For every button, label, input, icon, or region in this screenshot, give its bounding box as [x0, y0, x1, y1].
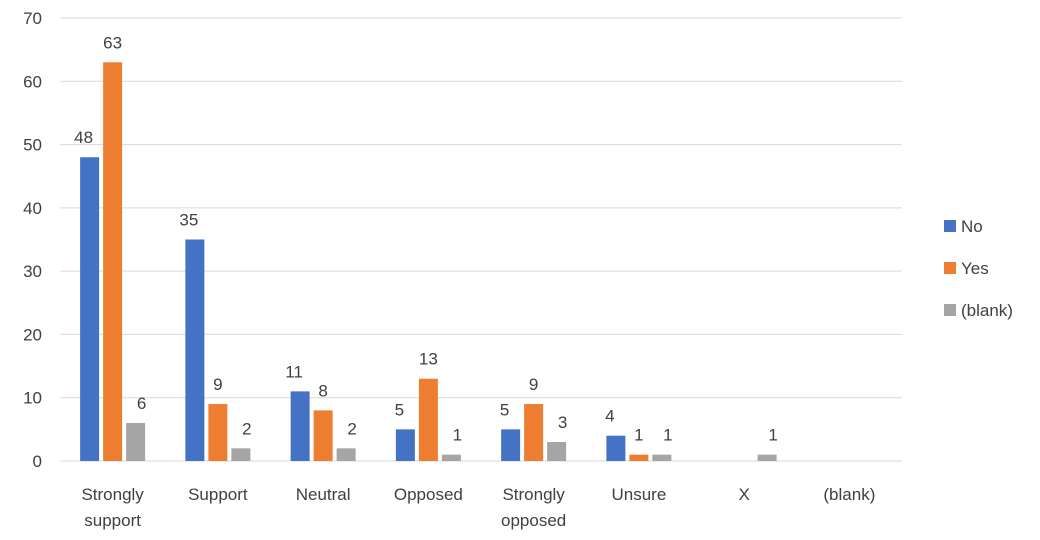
bar-no	[290, 391, 310, 461]
bars	[80, 62, 777, 462]
data-label: 1	[663, 426, 672, 445]
x-category-label: Unsure	[611, 485, 666, 504]
bar-blank	[126, 423, 146, 461]
bar-yes	[313, 410, 333, 461]
bar-yes	[418, 378, 438, 461]
data-label: 63	[103, 33, 122, 52]
x-category-label: support	[84, 511, 141, 530]
data-label: 3	[558, 413, 567, 432]
y-tick-label: 60	[23, 72, 42, 91]
data-label: 2	[347, 419, 356, 438]
bar-no	[395, 429, 415, 461]
data-label: 48	[74, 128, 93, 147]
x-category-label: Opposed	[394, 485, 463, 504]
data-label: 1	[634, 426, 643, 445]
data-label: 1	[453, 426, 462, 445]
data-label: 9	[213, 375, 222, 394]
x-category-label: Support	[188, 485, 248, 504]
y-tick-label: 40	[23, 199, 42, 218]
bar-blank	[547, 442, 567, 461]
legend-label: (blank)	[961, 301, 1013, 320]
y-tick-label: 30	[23, 262, 42, 281]
data-label: 1	[768, 426, 777, 445]
legend-swatch	[944, 262, 956, 274]
bar-no	[606, 435, 626, 461]
x-category-label: Strongly	[81, 485, 144, 504]
bar-yes	[103, 62, 123, 462]
data-label: 13	[419, 350, 438, 369]
data-label: 5	[395, 400, 404, 419]
y-axis-ticks: 0 10 20 30 40 50 60 70	[23, 9, 42, 471]
bar-blank	[441, 454, 461, 461]
legend-label: Yes	[961, 259, 989, 278]
data-label: 4	[605, 407, 614, 426]
bar-yes	[629, 454, 649, 461]
bar-blank	[231, 448, 251, 461]
bar-no	[501, 429, 521, 461]
data-label: 2	[242, 419, 251, 438]
data-label: 11	[285, 362, 303, 381]
bar-blank	[336, 448, 356, 461]
y-tick-label: 20	[23, 325, 42, 344]
legend-label: No	[961, 217, 983, 236]
bar-no	[185, 239, 205, 461]
bar-blank	[652, 454, 672, 461]
y-tick-label: 0	[33, 452, 42, 471]
data-label: 9	[529, 375, 538, 394]
y-tick-label: 70	[23, 9, 42, 28]
x-axis-categories: Strongly support Support Neutral Opposed Stro…	[81, 485, 875, 530]
bar-blank	[757, 454, 777, 461]
legend-swatch	[944, 220, 956, 232]
bar-yes	[208, 404, 228, 461]
x-category-label: (blank)	[823, 485, 875, 504]
data-label: 5	[500, 400, 509, 419]
x-category-label: opposed	[501, 511, 566, 530]
bar-yes	[524, 404, 544, 461]
bar-no	[80, 157, 100, 461]
legend-swatch	[944, 304, 956, 316]
data-label: 8	[318, 381, 327, 400]
x-category-label: Neutral	[296, 485, 351, 504]
y-tick-label: 10	[23, 389, 42, 408]
legend: No Yes (blank)	[944, 217, 1013, 320]
data-label: 6	[137, 394, 146, 413]
data-label: 35	[179, 211, 198, 230]
x-category-label: Strongly	[502, 485, 565, 504]
x-category-label: X	[738, 485, 749, 504]
y-tick-label: 50	[23, 136, 42, 155]
